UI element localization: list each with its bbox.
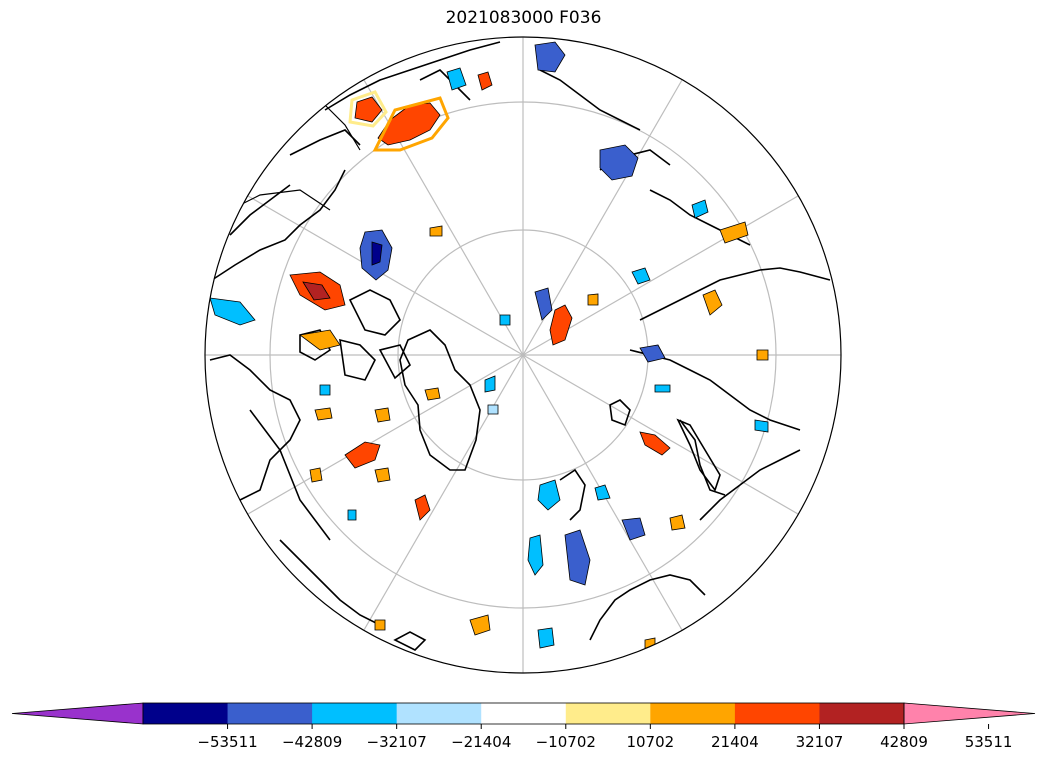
- map-boundary: [204, 36, 842, 674]
- colorbar-tick-label: −32107: [366, 733, 427, 751]
- colorbar-segment: [650, 703, 736, 724]
- colorbar-segment: [312, 703, 398, 724]
- colorbar-segment: [481, 703, 567, 724]
- colorbar-segment: [396, 703, 482, 724]
- colorbar-tick-label: −42809: [281, 733, 343, 751]
- colorbar-segment: [819, 703, 905, 724]
- positive-anomalies: [289, 71, 769, 649]
- colorbar-tick-label: 53511: [964, 733, 1013, 751]
- colorbar-tick-label: −10702: [535, 733, 596, 751]
- graticule: [205, 37, 841, 673]
- coastlines: [209, 41, 831, 651]
- colorbar-tick-label: 10702: [626, 733, 675, 751]
- polar-map: [204, 36, 842, 674]
- colorbar-extend-high: [903, 702, 1036, 725]
- colorbar-segment: [565, 703, 651, 724]
- colorbar-extend-low: [11, 702, 144, 725]
- map-title: 2021083000 F036: [445, 8, 602, 28]
- colorbar-segment: [734, 703, 820, 724]
- colorbar-segment: [143, 703, 229, 724]
- colorbar-tick-label: 32107: [795, 733, 844, 751]
- negative-anomalies: [209, 41, 769, 649]
- colorbar-outline: [142, 702, 905, 725]
- colorbar-tick-label: −53511: [197, 733, 258, 751]
- colorbar-tick-label: 42809: [880, 733, 928, 751]
- colorbar-tick-label: −21404: [451, 733, 512, 751]
- colorbar-tick-label: 21404: [711, 733, 759, 751]
- colorbar-segment: [227, 703, 313, 724]
